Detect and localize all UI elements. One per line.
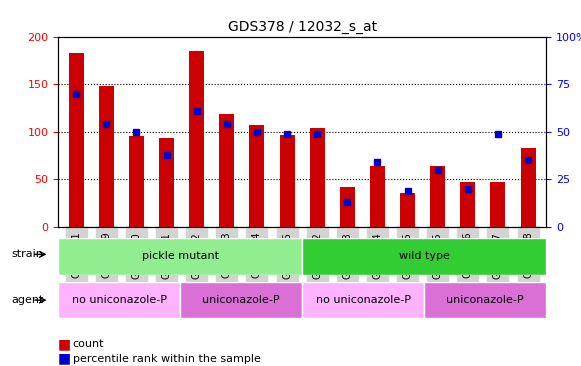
Bar [99,86,114,227]
Bar [189,51,204,227]
Bar [430,166,445,227]
Text: no uniconazole-P: no uniconazole-P [315,295,411,305]
FancyBboxPatch shape [180,282,302,318]
FancyBboxPatch shape [58,238,302,274]
Bar [219,114,234,227]
Text: count: count [73,339,104,349]
Bar [310,128,325,227]
Title: GDS378 / 12032_s_at: GDS378 / 12032_s_at [228,20,376,34]
Text: agent: agent [12,295,44,305]
FancyBboxPatch shape [58,282,180,318]
Bar [400,193,415,227]
Bar [69,53,84,227]
FancyBboxPatch shape [424,282,546,318]
FancyBboxPatch shape [302,282,424,318]
Text: ■: ■ [58,352,71,366]
Text: strain: strain [12,249,44,259]
Text: uniconazole-P: uniconazole-P [202,295,280,305]
Text: ■: ■ [58,337,71,351]
Text: uniconazole-P: uniconazole-P [446,295,524,305]
Bar [249,125,264,227]
Bar [279,135,295,227]
FancyBboxPatch shape [302,238,546,274]
Bar [370,166,385,227]
Text: wild type: wild type [399,251,450,261]
Text: percentile rank within the sample: percentile rank within the sample [73,354,260,364]
Bar [129,135,144,227]
Bar [521,148,536,227]
Text: no uniconazole-P: no uniconazole-P [71,295,167,305]
Text: pickle mutant: pickle mutant [142,251,218,261]
Bar [490,182,505,227]
Bar [340,187,355,227]
Bar [159,138,174,227]
Bar [460,182,475,227]
